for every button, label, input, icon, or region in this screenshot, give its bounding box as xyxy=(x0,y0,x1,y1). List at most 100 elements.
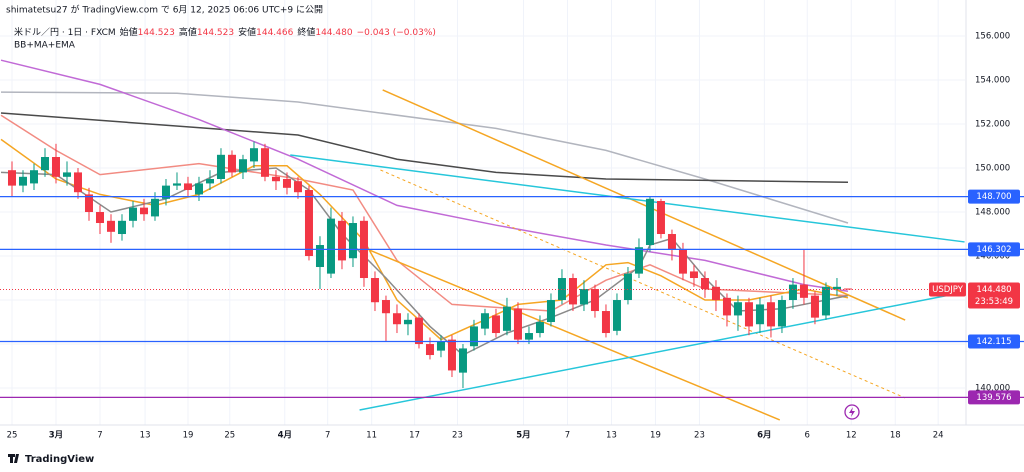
candle-body xyxy=(40,157,49,171)
candle-body xyxy=(843,288,852,290)
x-tick-label: 25 xyxy=(7,431,18,441)
x-tick-label: 13 xyxy=(140,431,151,441)
candle-body xyxy=(491,315,500,334)
candle-body xyxy=(733,302,742,316)
candle-body xyxy=(469,326,478,347)
candle-body xyxy=(337,220,346,261)
candle-body xyxy=(722,297,731,316)
trend-line xyxy=(369,249,781,421)
candle-body xyxy=(744,302,753,327)
candle-body xyxy=(238,159,247,173)
last-price-box xyxy=(968,282,1020,309)
candle-body xyxy=(29,170,38,184)
level-label: 139.576 xyxy=(976,393,1011,403)
y-tick-label: 154.000 xyxy=(975,76,1010,86)
brand-logo xyxy=(8,454,19,463)
candle-body xyxy=(821,286,830,316)
y-tick-label: 156.000 xyxy=(975,31,1010,41)
candle-body xyxy=(667,234,676,250)
x-tick-label: 7 xyxy=(565,431,570,441)
candle-body xyxy=(711,286,720,301)
candle-body xyxy=(150,198,159,217)
candle-body xyxy=(348,223,357,259)
level-label-box xyxy=(968,242,1020,257)
y-tick-label: 148.000 xyxy=(975,208,1010,218)
candle-body xyxy=(381,300,390,314)
candle-body xyxy=(183,183,192,191)
candle-body xyxy=(524,333,533,340)
candle-body xyxy=(425,344,434,356)
candle-body xyxy=(436,341,445,351)
legend-item: 米ドル／円 · 1日 · FXCM xyxy=(14,26,116,38)
x-tick-label: 18 xyxy=(890,431,901,441)
x-tick-label: 23 xyxy=(694,431,705,441)
level-label: 146.302 xyxy=(976,245,1011,255)
candle-body xyxy=(51,157,60,177)
candle-body xyxy=(392,313,401,325)
x-tick-label: 24 xyxy=(933,431,944,441)
legend-item: 144.523 xyxy=(138,28,175,38)
candle-body xyxy=(502,306,511,331)
candle-body xyxy=(304,190,313,257)
x-tick-label: 19 xyxy=(650,431,661,441)
x-tick-label: 6 xyxy=(805,431,810,441)
x-tick-label: 11 xyxy=(366,431,377,441)
y-tick-label: 152.000 xyxy=(975,120,1010,130)
candle-body xyxy=(777,300,786,327)
candle-body xyxy=(7,170,16,186)
candle-body xyxy=(480,313,489,329)
y-tick-label: 140.000 xyxy=(975,384,1010,394)
candle-body xyxy=(403,319,412,325)
level-label-box xyxy=(968,189,1020,204)
x-tick-label: 13 xyxy=(606,431,617,441)
candle-body xyxy=(810,295,819,318)
x-tick-label: 23 xyxy=(452,431,463,441)
candle-body xyxy=(370,278,379,303)
legend-item: 高値 xyxy=(179,26,197,38)
candle-body xyxy=(458,348,467,373)
candle-body xyxy=(326,218,335,274)
candle-body xyxy=(128,207,137,221)
indicator-line xyxy=(0,59,849,292)
candle-body xyxy=(315,245,324,268)
candle-body xyxy=(799,284,808,298)
candle-body xyxy=(73,172,82,193)
x-tick-label: 17 xyxy=(409,431,420,441)
candle-body xyxy=(634,247,643,274)
candle-body xyxy=(18,176,27,186)
candle-body xyxy=(172,183,181,186)
candle-body xyxy=(447,339,456,371)
x-tick-label: 25 xyxy=(224,431,235,441)
x-tick-label: 4月 xyxy=(278,431,292,441)
candle-body xyxy=(293,181,302,193)
x-tick-label: 19 xyxy=(183,431,194,441)
legend-item: 144.480 xyxy=(315,28,352,38)
symbol-label: USDJPY xyxy=(932,285,964,295)
legend-item: 終値 xyxy=(297,26,315,38)
y-tick-label: 150.000 xyxy=(975,164,1010,174)
legend-item: −0.043 (−0.03%) xyxy=(357,28,436,38)
candle-body xyxy=(271,176,280,182)
candle-body xyxy=(84,194,93,213)
x-tick-label: 3月 xyxy=(49,431,63,441)
last-price-label: 144.480 xyxy=(976,285,1011,295)
legend: 米ドル／円 · 1日 · FXCM 始値144.523 高値144.523 安値144… xyxy=(14,26,436,38)
candle-body xyxy=(645,198,654,246)
candle-body xyxy=(579,289,588,305)
indicator-line xyxy=(0,114,849,312)
candle-body xyxy=(612,300,621,331)
legend-item: 安値 xyxy=(238,26,256,38)
level-label-box xyxy=(968,334,1020,349)
candle-body xyxy=(590,289,599,312)
candle-body xyxy=(106,220,115,232)
level-label: 142.115 xyxy=(976,337,1011,347)
candle-body xyxy=(700,278,709,290)
candle-body xyxy=(623,273,632,301)
candle-body xyxy=(227,154,236,173)
candle-body xyxy=(568,278,577,305)
candle-body xyxy=(678,249,687,274)
candle-body xyxy=(535,322,544,334)
candle-body xyxy=(766,302,775,327)
legend-item: 始値 xyxy=(120,26,138,38)
